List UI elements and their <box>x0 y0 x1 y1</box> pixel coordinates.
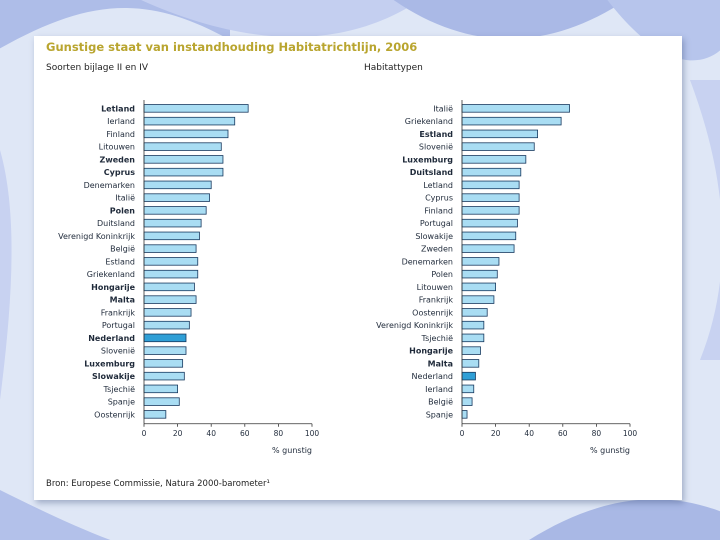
x-tick-label: 20 <box>491 429 501 438</box>
bar-griekenland <box>461 116 562 126</box>
category-label: Cyprus <box>104 168 135 177</box>
category-label: Estland <box>419 130 453 139</box>
category-label: Polen <box>431 270 453 279</box>
bar-cyprus <box>461 193 520 202</box>
category-label: Verenigd Koninkrijk <box>58 232 135 241</box>
category-label: Tsjechië <box>421 334 454 343</box>
category-label: Zweden <box>421 245 453 254</box>
bar-frankrijk <box>461 295 495 304</box>
category-label: Italië <box>433 104 453 113</box>
x-tick-label: 80 <box>274 429 284 438</box>
bar-sloveni- <box>461 142 535 151</box>
category-label: Slowakije <box>415 232 453 241</box>
category-label: Ierland <box>107 117 135 126</box>
category-label: Estland <box>105 257 135 266</box>
category-label: Nederland <box>88 334 135 343</box>
category-label: Slowakije <box>92 372 136 381</box>
bar-finland <box>461 206 520 215</box>
category-label: Luxemburg <box>84 359 135 368</box>
source-note: Bron: Europese Commissie, Natura 2000-ba… <box>46 479 270 489</box>
x-tick-label: 20 <box>173 429 183 438</box>
bar-slowakije <box>461 231 517 241</box>
chart-habitattypen: Italië Griekenland Estland Slovenië Luxembur… <box>376 100 638 455</box>
category-label: Griekenland <box>87 270 135 279</box>
bar-nederland <box>461 371 476 381</box>
figure-title: Gunstige staat van instandhouding Habita… <box>46 40 418 54</box>
bar-itali- <box>461 104 570 113</box>
x-axis-label: % gunstig <box>590 446 630 455</box>
category-label: Letland <box>101 104 135 113</box>
bar-portugal <box>461 218 518 228</box>
category-label: Litouwen <box>99 143 135 152</box>
category-label: Denemarken <box>84 181 135 190</box>
left-chart-title: Soorten bijlage II en IV <box>46 63 148 73</box>
bar-polen <box>461 269 498 279</box>
category-label: Luxemburg <box>402 155 453 164</box>
category-label: Hongarije <box>409 347 453 356</box>
x-tick-label: 80 <box>592 429 602 438</box>
bar-verenigd-koninkrijk <box>461 320 485 330</box>
category-label: Verenigd Koninkrijk <box>376 321 453 330</box>
category-label: Polen <box>110 206 136 215</box>
x-axis-label: % gunstig <box>272 446 312 455</box>
category-label: Finland <box>106 130 135 139</box>
category-label: Slovenië <box>419 143 453 152</box>
category-label: Hongarije <box>91 283 135 292</box>
bar-malta <box>461 359 480 368</box>
x-tick-label: 0 <box>460 429 465 438</box>
bar-ierland <box>461 384 475 394</box>
category-label: Letland <box>423 181 453 190</box>
x-tick-label: 40 <box>524 429 534 438</box>
category-label: Oostenrijk <box>94 410 135 419</box>
category-label: Griekenland <box>405 117 453 126</box>
bar-luxemburg <box>461 155 527 164</box>
category-label: Tsjechië <box>103 385 136 394</box>
category-label: Frankrijk <box>419 296 454 305</box>
x-tick-label: 40 <box>206 429 216 438</box>
category-label: Duitsland <box>97 219 135 228</box>
category-label: Cyprus <box>425 194 453 203</box>
category-label: Spanje <box>426 410 453 419</box>
category-label: Ierland <box>425 385 453 394</box>
category-label: België <box>110 245 135 254</box>
x-tick-label: 60 <box>558 429 568 438</box>
category-label: Portugal <box>420 219 453 228</box>
bar-oostenrijk <box>461 308 488 317</box>
category-label: Slovenië <box>101 347 135 356</box>
category-label: België <box>428 398 453 407</box>
bar-denemarken <box>461 257 500 266</box>
category-label: Denemarken <box>402 257 453 266</box>
chart-soorten: Letland Ierland Finland Litouwen Zweden Cypru… <box>58 100 320 455</box>
x-tick-label: 100 <box>623 429 638 438</box>
figure-card: Gunstige staat van instandhouding Habita… <box>34 36 682 500</box>
bar-spanje <box>461 410 468 419</box>
category-label: Italië <box>115 194 135 203</box>
category-label: Malta <box>110 296 135 305</box>
x-tick-label: 0 <box>142 429 147 438</box>
category-label: Oostenrijk <box>412 308 453 317</box>
category-label: Zweden <box>100 155 136 164</box>
category-label: Litouwen <box>417 283 453 292</box>
category-label: Finland <box>424 206 453 215</box>
category-label: Nederland <box>412 372 453 381</box>
right-chart-title: Habitattypen <box>364 63 423 73</box>
bar-letland <box>461 180 520 190</box>
bar-hongarije <box>461 346 481 355</box>
bar-estland <box>461 129 538 139</box>
x-tick-label: 100 <box>305 429 320 438</box>
bar-duitsland <box>461 167 522 177</box>
bar-belgi- <box>461 397 473 406</box>
x-tick-label: 60 <box>240 429 250 438</box>
category-label: Frankrijk <box>101 308 136 317</box>
category-label: Spanje <box>108 398 135 407</box>
category-label: Duitsland <box>410 168 454 177</box>
category-label: Malta <box>428 359 453 368</box>
bar-tsjechi- <box>461 333 485 343</box>
bar-litouwen <box>461 282 496 292</box>
category-label: Portugal <box>102 321 135 330</box>
bar-zweden <box>461 244 515 253</box>
